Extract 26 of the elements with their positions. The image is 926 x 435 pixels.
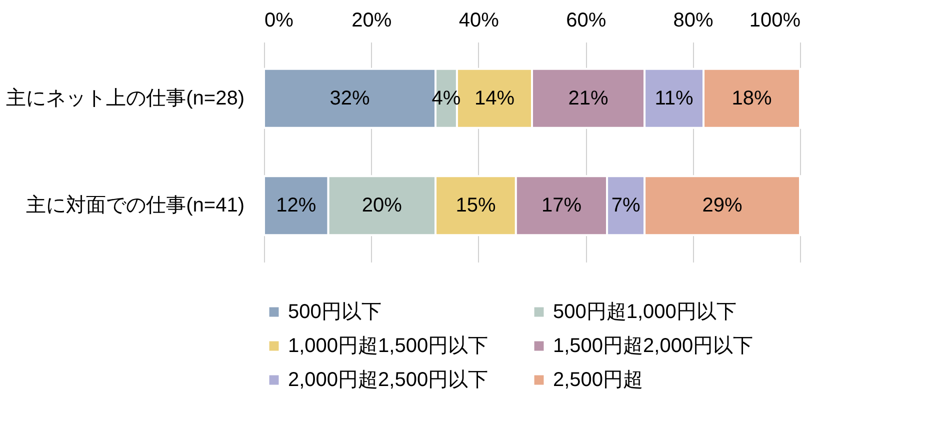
legend-label: 1,500円超2,000円以下 xyxy=(553,335,754,357)
x-tick-label: 80% xyxy=(673,10,714,32)
data-label: 4% xyxy=(432,87,461,110)
data-label: 7% xyxy=(611,194,640,217)
x-tick-label: 0% xyxy=(264,10,294,32)
data-label: 17% xyxy=(541,194,582,217)
data-label: 18% xyxy=(732,87,772,110)
y-tick-label: 主に対面での仕事(n=41) xyxy=(26,194,244,217)
legend-label: 500円以下 xyxy=(288,301,382,323)
data-label: 32% xyxy=(330,87,370,110)
y-tick-label: 主にネット上の仕事(n=28) xyxy=(6,86,244,110)
x-tick-label: 20% xyxy=(352,10,392,32)
data-label: 21% xyxy=(568,87,609,110)
data-label: 11% xyxy=(654,87,694,110)
data-label: 29% xyxy=(702,194,743,217)
data-label: 20% xyxy=(362,194,402,217)
legend-label: 1,000円超1,500円以下 xyxy=(288,335,488,357)
legend-label: 2,000円超2,500円以下 xyxy=(288,369,488,391)
x-tick-label: 60% xyxy=(566,10,606,32)
data-label: 14% xyxy=(474,87,515,110)
data-label: 12% xyxy=(276,194,316,217)
x-tick-label: 100% xyxy=(749,10,801,32)
data-label: 15% xyxy=(456,194,496,217)
x-tick-label: 40% xyxy=(458,10,500,32)
legend-label: 500円超1,000円以下 xyxy=(553,301,736,323)
legend-label: 2,500円超 xyxy=(553,369,644,391)
